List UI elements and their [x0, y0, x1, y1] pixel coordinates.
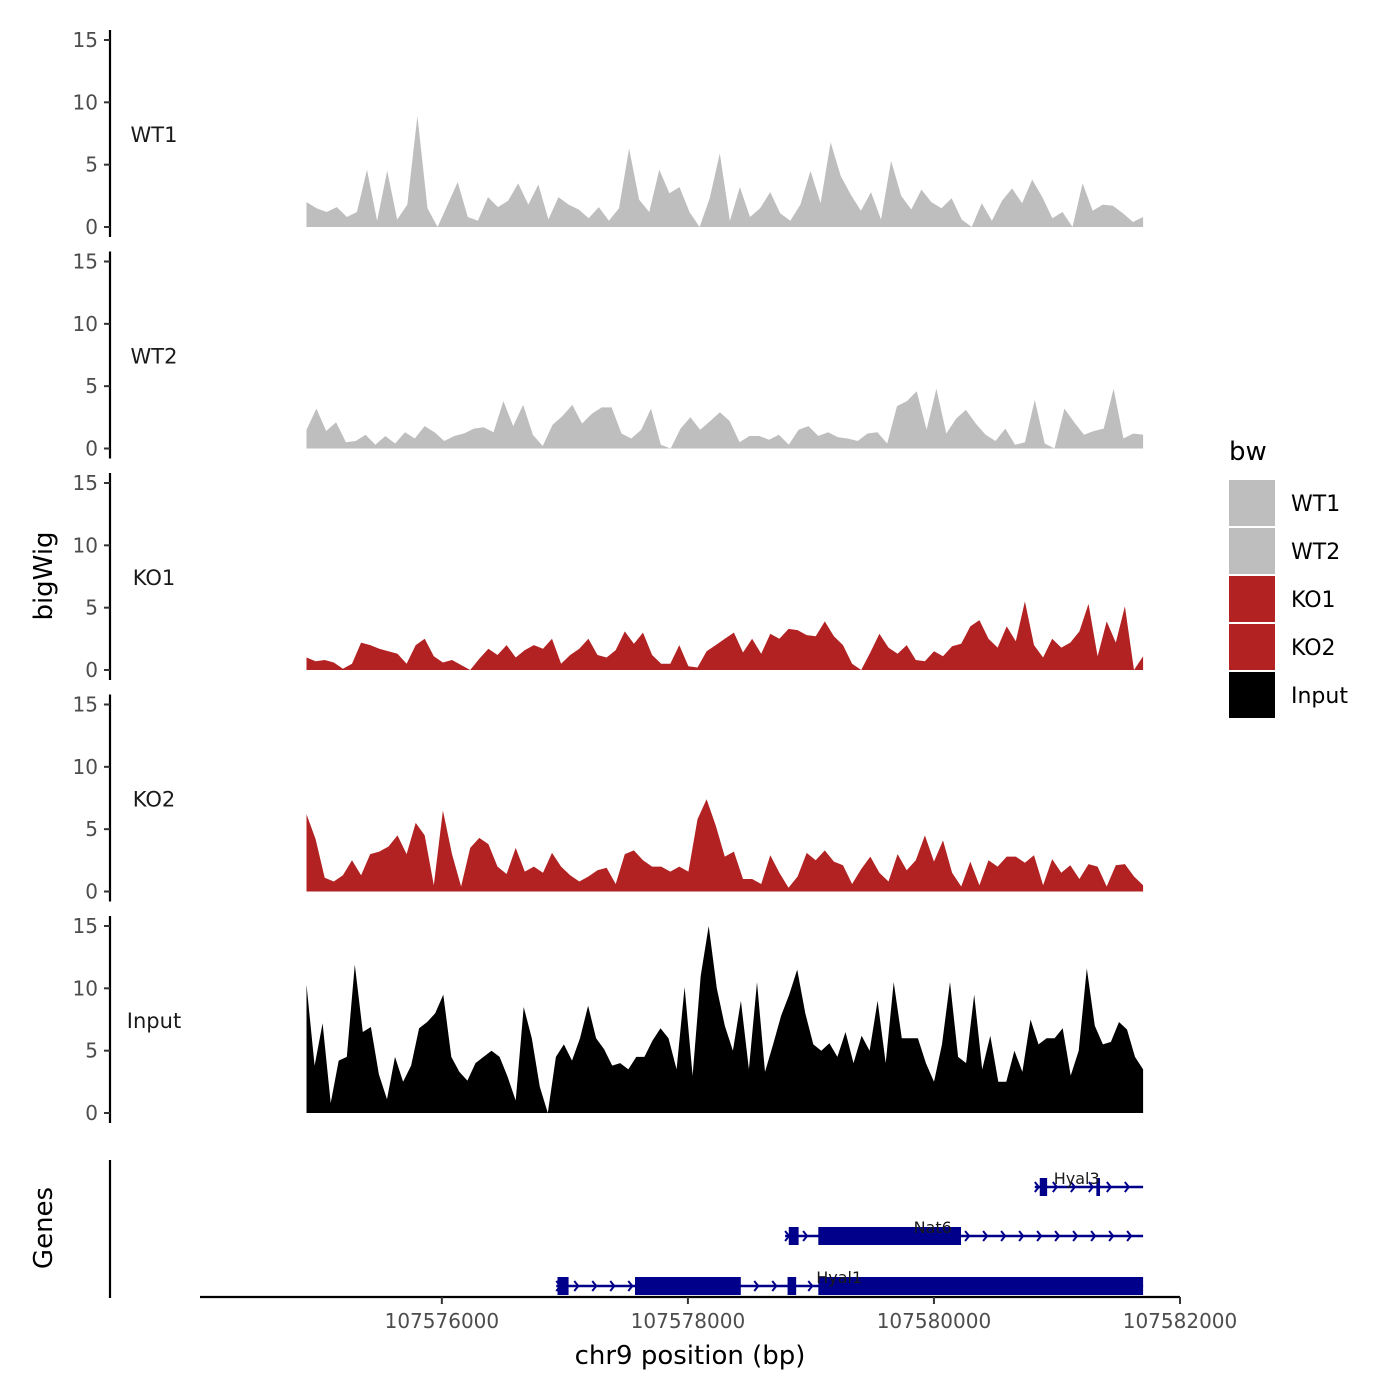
- x-tick-label: 107576000: [385, 1309, 500, 1333]
- x-tick-label: 107582000: [1123, 1309, 1238, 1333]
- legend: bw WT1 WT2 KO1 KO2 Input: [1229, 437, 1348, 718]
- legend-swatch-input: [1229, 672, 1275, 718]
- strand-arrow-icon: [609, 1280, 616, 1292]
- legend-label-ko2: KO2: [1291, 636, 1336, 661]
- track-ko1: 0 5 10 15 KO1: [73, 471, 1144, 682]
- x-tick-label: 107580000: [877, 1309, 992, 1333]
- y-tick-label: 15: [73, 28, 98, 52]
- area-ko2: [306, 799, 1144, 892]
- strand-arrow-icon: [573, 1280, 580, 1292]
- strand-arrow-icon: [1126, 1230, 1133, 1242]
- exon: [787, 1277, 797, 1295]
- y-tick-label: 5: [85, 1039, 98, 1063]
- gene-nat6: Nat6: [784, 1218, 1144, 1245]
- strand-arrow-icon: [1124, 1181, 1131, 1193]
- gene-label-nat6: Nat6: [914, 1218, 952, 1237]
- y-tick-label: 15: [73, 914, 98, 938]
- strand-arrow-icon: [1108, 1230, 1115, 1242]
- y-tick-label: 10: [73, 312, 98, 336]
- legend-title: bw: [1229, 437, 1267, 467]
- strand-arrow-icon: [1070, 1181, 1077, 1193]
- y-axis-title: bigWig: [29, 531, 59, 620]
- track-wt1: 0 5 10 15 WT1: [73, 28, 1144, 239]
- y-tick-label: 0: [85, 215, 98, 239]
- legend-swatch-wt1: [1229, 480, 1275, 526]
- exon: [635, 1277, 741, 1295]
- strand-arrow-icon: [982, 1230, 989, 1242]
- legend-label-wt2: WT2: [1291, 540, 1340, 565]
- area-wt1: [306, 116, 1144, 227]
- strand-arrow-icon: [753, 1280, 760, 1292]
- y-tick-label: 15: [73, 693, 98, 717]
- genes-axis-title: Genes: [29, 1187, 59, 1269]
- strand-arrow-icon: [964, 1230, 971, 1242]
- strand-arrow-icon: [1034, 1181, 1041, 1193]
- y-tick-label: 5: [85, 153, 98, 177]
- exon: [788, 1227, 799, 1245]
- track-label-ko1: KO1: [133, 566, 176, 590]
- legend-label-input: Input: [1291, 684, 1348, 709]
- y-tick-label: 0: [85, 1101, 98, 1125]
- gene-label-hyal1: Hyal1: [816, 1268, 862, 1287]
- y-tick-label: 0: [85, 437, 98, 461]
- y-tick-label: 15: [73, 471, 98, 495]
- track-label-wt2: WT2: [131, 345, 178, 369]
- exon: [818, 1277, 1144, 1295]
- gene-track: Hyal3 Nat6 Hyal1: [108, 1160, 1144, 1298]
- strand-arrow-icon: [591, 1280, 598, 1292]
- exon: [1096, 1178, 1101, 1196]
- area-wt2: [306, 388, 1144, 449]
- x-axis: 107576000 107578000 107580000 107582000: [200, 1295, 1238, 1333]
- exon: [557, 1277, 569, 1295]
- strand-arrow-icon: [1018, 1230, 1025, 1242]
- track-label-input: Input: [127, 1009, 181, 1033]
- area-input: [306, 926, 1144, 1113]
- y-tick-label: 5: [85, 374, 98, 398]
- legend-swatch-ko1: [1229, 576, 1275, 622]
- strand-arrow-icon: [1090, 1230, 1097, 1242]
- y-tick-label: 0: [85, 880, 98, 904]
- y-tick-label: 5: [85, 817, 98, 841]
- y-tick-label: 5: [85, 596, 98, 620]
- y-tick-label: 10: [73, 90, 98, 114]
- legend-swatch-wt2: [1229, 528, 1275, 574]
- gene-hyal1: Hyal1: [555, 1268, 1144, 1295]
- strand-arrow-icon: [1000, 1230, 1007, 1242]
- track-label-wt1: WT1: [131, 123, 178, 147]
- strand-arrow-icon: [807, 1280, 814, 1292]
- exon: [818, 1227, 962, 1245]
- strand-arrow-icon: [1036, 1230, 1043, 1242]
- track-label-ko2: KO2: [133, 788, 176, 812]
- strand-arrow-icon: [1054, 1230, 1061, 1242]
- y-tick-label: 15: [73, 250, 98, 274]
- signal-tracks: 0 5 10 15 WT1 0 5 10 15 WT2 0 5 10 15 KO1 0 5 10 15 KO2 0 5 10…: [73, 28, 1144, 1125]
- y-tick-label: 10: [73, 976, 98, 1000]
- exon: [1039, 1178, 1048, 1196]
- x-tick-label: 107578000: [631, 1309, 746, 1333]
- strand-arrow-icon: [771, 1280, 778, 1292]
- strand-arrow-icon: [627, 1280, 634, 1292]
- gene-hyal3: Hyal3: [1034, 1169, 1144, 1196]
- track-ko2: 0 5 10 15 KO2: [73, 693, 1144, 904]
- legend-label-wt1: WT1: [1291, 492, 1340, 517]
- legend-label-ko1: KO1: [1291, 588, 1336, 613]
- y-tick-label: 10: [73, 533, 98, 557]
- area-ko1: [306, 601, 1144, 670]
- strand-arrow-icon: [1106, 1181, 1113, 1193]
- y-tick-label: 10: [73, 755, 98, 779]
- strand-arrow-icon: [1072, 1230, 1079, 1242]
- x-axis-title: chr9 position (bp): [575, 1341, 806, 1371]
- track-wt2: 0 5 10 15 WT2: [73, 250, 1144, 461]
- strand-arrow-icon: [1052, 1181, 1059, 1193]
- gene-label-hyal3: Hyal3: [1054, 1169, 1100, 1188]
- track-input: 0 5 10 15 Input: [73, 914, 1144, 1125]
- legend-swatch-ko2: [1229, 624, 1275, 670]
- strand-arrow-icon: [802, 1230, 809, 1242]
- strand-arrow-icon: [1088, 1181, 1095, 1193]
- y-tick-label: 0: [85, 658, 98, 682]
